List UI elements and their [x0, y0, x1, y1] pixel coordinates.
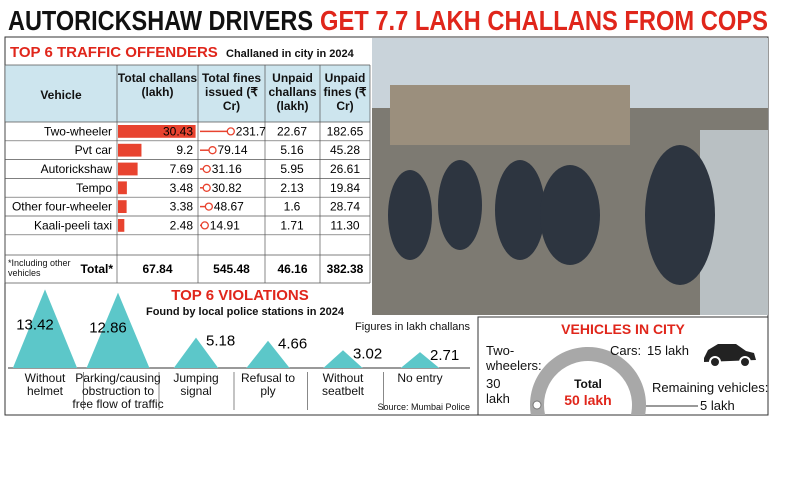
fine-value: 79.14 [217, 143, 247, 157]
violation-peak [12, 289, 78, 368]
unpaid-value: 1.6 [284, 200, 301, 214]
challan-value: 3.38 [170, 200, 194, 214]
column-header: Vehicle [40, 88, 82, 102]
source: Source: Mumbai Police [377, 402, 470, 412]
violation-value: 4.66 [278, 336, 307, 353]
donut-label: Two-wheelers: [486, 343, 542, 373]
total-value: 46.16 [277, 262, 307, 276]
donut-value: 5 lakh [700, 398, 735, 413]
challan-value: 9.2 [176, 143, 193, 157]
fine-value: 30.82 [212, 181, 242, 195]
violation-value: 5.18 [206, 333, 235, 350]
challan-value: 7.69 [170, 162, 194, 176]
challan-bar [118, 200, 127, 213]
segment-divider [532, 400, 542, 410]
violation-peak [246, 340, 290, 368]
donut-segment [530, 405, 546, 415]
total-value: 545.48 [213, 262, 250, 276]
violation-value: 3.02 [353, 345, 382, 362]
donut-value: 30 lakh [486, 376, 510, 406]
challan-value: 30.43 [163, 124, 193, 138]
unpaid-value: 2.13 [280, 181, 304, 195]
challan-bar [118, 181, 127, 195]
vehicles-box [477, 316, 769, 416]
fine-value: 14.91 [210, 218, 240, 232]
fine-dot [204, 202, 213, 211]
unpaid-fine: 45.28 [330, 143, 360, 157]
fine-value: 31.16 [212, 162, 242, 176]
violations-note: Figures in lakh challans [355, 321, 470, 333]
violation-label: No entry [397, 371, 443, 385]
donut-segment [530, 347, 646, 415]
fine-dot [226, 127, 235, 136]
unpaid-fine: 11.30 [330, 218, 359, 232]
violation-peak [400, 352, 440, 368]
fine-dot [200, 221, 209, 230]
challan-bar [118, 143, 142, 157]
photo-traffic [390, 85, 630, 145]
vehicle: Pvt car [75, 143, 112, 157]
donut-total: 50 lakh [564, 392, 611, 408]
unpaid-value: 5.95 [280, 162, 304, 176]
vehicle: Tempo [76, 181, 112, 195]
vehicle: Other four-wheeler [12, 200, 112, 214]
violation-label: Without seatbelt [321, 371, 365, 398]
violations-subtitle: Found by local police stations in 2024 [146, 306, 345, 318]
vehicle: Two-wheeler [44, 124, 112, 138]
unpaid-fine: 19.84 [330, 181, 360, 195]
column-header: Unpaid fines (₹ Cr) [323, 71, 367, 113]
headline-red: GET 7.7 LAKH CHALLANS FROM COPS [320, 5, 768, 36]
fine-value: 231.7 [236, 124, 266, 138]
challan-value: 2.48 [170, 218, 194, 232]
violation-label: Without helmet [24, 371, 66, 398]
violations-title: TOP 6 VIOLATIONS [171, 287, 309, 304]
unpaid-value: 22.67 [277, 124, 307, 138]
total-value: 382.38 [327, 262, 364, 276]
vehicles-title: VEHICLES IN CITY [561, 321, 685, 337]
challan-bar [118, 162, 138, 176]
car-icon [704, 344, 756, 368]
vehicle: Autorickshaw [41, 162, 113, 176]
violation-peak [323, 350, 363, 368]
total-label: Total* [81, 262, 114, 276]
violation-value: 12.86 [89, 320, 127, 337]
unpaid-fine: 26.61 [330, 162, 360, 176]
violation-label: Refusal to ply [240, 371, 296, 398]
fine-dot [202, 164, 211, 174]
donut-value: 15 lakh [647, 343, 689, 358]
table-header-bg [5, 65, 370, 122]
violation-peak [173, 337, 219, 368]
unpaid-fine: 182.65 [327, 124, 364, 138]
fine-value: 48.67 [214, 200, 244, 214]
violation-label: Parking/causing obstruction to free flow… [72, 371, 164, 411]
donut-segment [541, 431, 635, 463]
column-header: Unpaid challans (lakh) [268, 71, 317, 113]
table-title: TOP 6 TRAFFIC OFFENDERS [10, 44, 218, 61]
fine-dot [208, 146, 217, 155]
unpaid-value: 1.71 [280, 218, 304, 232]
challan-value: 3.48 [170, 181, 194, 195]
vehicle: Kaali-peeli taxi [34, 218, 112, 232]
headline: AUTORICKSHAW DRIVERS [8, 5, 313, 36]
violation-label: Jumping signal [173, 371, 219, 398]
table-subtitle: Challaned in city in 2024 [226, 48, 355, 60]
fine-dot [202, 183, 211, 192]
violation-value: 13.42 [16, 316, 54, 333]
donut-label: Remaining vehicles: [652, 380, 769, 395]
unpaid-value: 5.16 [280, 143, 304, 157]
donut-total-label: Total [574, 377, 602, 391]
donut-label: Cars: [610, 343, 642, 358]
violation-peak [86, 292, 150, 368]
total-value: 67.84 [142, 262, 172, 276]
challan-bar [118, 219, 125, 232]
violation-value: 2.71 [430, 347, 459, 364]
unpaid-fine: 28.74 [330, 200, 360, 214]
column-header: Total fines issued (₹ Cr) [201, 71, 262, 113]
challan-bar [118, 125, 196, 138]
footnote: *Including other vehicles [8, 258, 71, 278]
photo-riders [388, 145, 715, 285]
column-header: Total challans (lakh) [117, 71, 198, 99]
